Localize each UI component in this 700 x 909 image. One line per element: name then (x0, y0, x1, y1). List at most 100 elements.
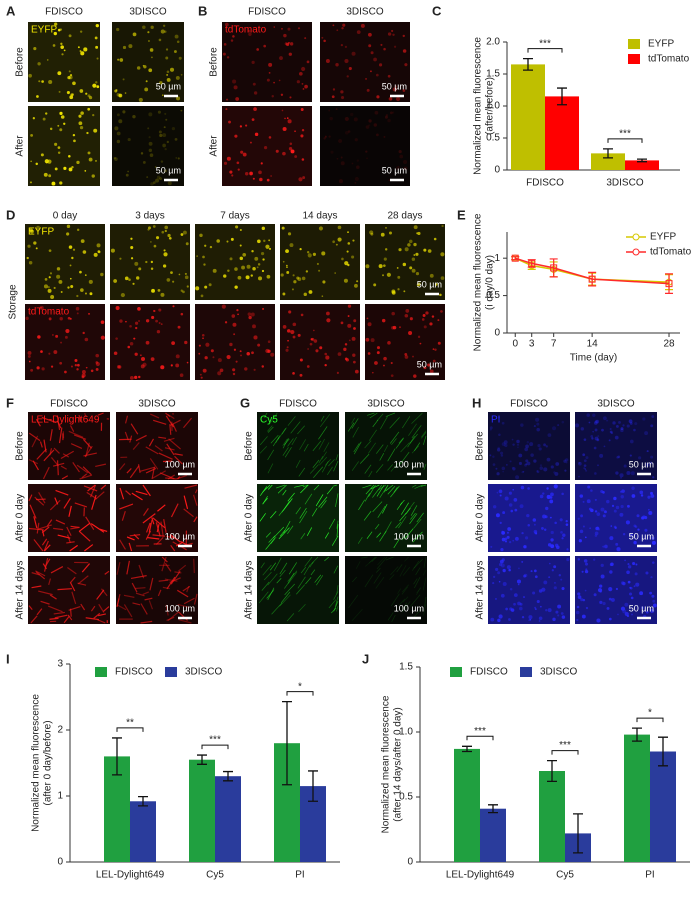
cell (565, 461, 568, 464)
cell (608, 597, 612, 601)
cell (331, 95, 335, 99)
structure (82, 466, 92, 476)
cell (557, 604, 562, 609)
cell (113, 156, 116, 160)
structure (399, 565, 407, 577)
error-bar (523, 57, 533, 71)
cell (162, 24, 166, 27)
row-label: After 0 day (475, 494, 486, 542)
cell (594, 419, 599, 424)
cell (234, 134, 238, 138)
cell (134, 321, 139, 325)
cell (495, 513, 500, 518)
cell (251, 60, 255, 64)
cell (166, 70, 170, 74)
structure (28, 494, 33, 502)
cell (543, 580, 548, 585)
cell (614, 526, 617, 529)
cell (506, 535, 510, 539)
micrograph (110, 304, 190, 380)
cell (614, 435, 619, 440)
cell (301, 128, 305, 132)
cell (96, 85, 100, 89)
structure (177, 476, 181, 480)
cell (251, 118, 255, 121)
cell (30, 133, 34, 137)
structure (96, 589, 105, 600)
structure (268, 535, 276, 543)
structure (398, 516, 407, 529)
cell (163, 126, 166, 129)
structure (318, 456, 324, 464)
cell (565, 523, 569, 526)
cell (344, 130, 349, 135)
cell (321, 295, 324, 297)
y-axis-label: (after 14 days/after 0 day) (393, 707, 404, 822)
structure (145, 467, 157, 474)
cell (351, 255, 355, 259)
cell (53, 31, 58, 36)
cell (226, 156, 231, 161)
cell (292, 322, 297, 327)
structure (312, 459, 320, 468)
structure (84, 412, 87, 418)
micrograph (345, 484, 427, 552)
cell (369, 230, 374, 235)
structure (335, 493, 339, 508)
cell (602, 514, 606, 518)
cell (219, 368, 224, 373)
cell (212, 356, 215, 359)
cell (529, 442, 534, 447)
structure (401, 602, 407, 612)
structure (48, 605, 63, 613)
cell (150, 260, 154, 264)
cell (237, 168, 240, 171)
cell (252, 324, 256, 329)
structure (265, 532, 272, 538)
cell (550, 530, 554, 535)
row-label: After 14 days (244, 561, 255, 620)
cell (49, 272, 53, 275)
structure (81, 563, 91, 573)
cell (523, 596, 525, 598)
cell (523, 574, 527, 578)
structure (364, 574, 374, 588)
cell (119, 319, 123, 323)
structure (162, 586, 170, 590)
cell (115, 306, 120, 311)
cell (633, 585, 636, 588)
structure (302, 484, 309, 488)
cell (300, 313, 304, 317)
structure (318, 496, 328, 508)
cell (340, 321, 344, 325)
structure (410, 594, 421, 607)
cell (506, 565, 511, 570)
structure (98, 603, 105, 613)
cell (41, 80, 44, 83)
cell (204, 244, 207, 247)
cell (504, 496, 509, 501)
cell (140, 356, 146, 362)
cell (344, 261, 349, 266)
structure (54, 497, 59, 505)
cell (561, 492, 564, 496)
row-label: Before (15, 47, 26, 77)
cell (411, 268, 416, 273)
structure (383, 484, 389, 493)
cell (136, 66, 141, 70)
cell (273, 26, 276, 28)
micrograph-glow (110, 224, 190, 300)
structure (279, 529, 286, 537)
structure (300, 533, 306, 540)
cell (500, 548, 504, 552)
cell (365, 264, 370, 269)
structure (269, 511, 277, 519)
cell (542, 492, 545, 495)
structure (183, 597, 195, 605)
cell (233, 348, 237, 351)
cell (273, 81, 275, 84)
cell (630, 471, 635, 476)
structure (194, 489, 198, 494)
structure (300, 484, 309, 494)
cell (608, 617, 612, 621)
